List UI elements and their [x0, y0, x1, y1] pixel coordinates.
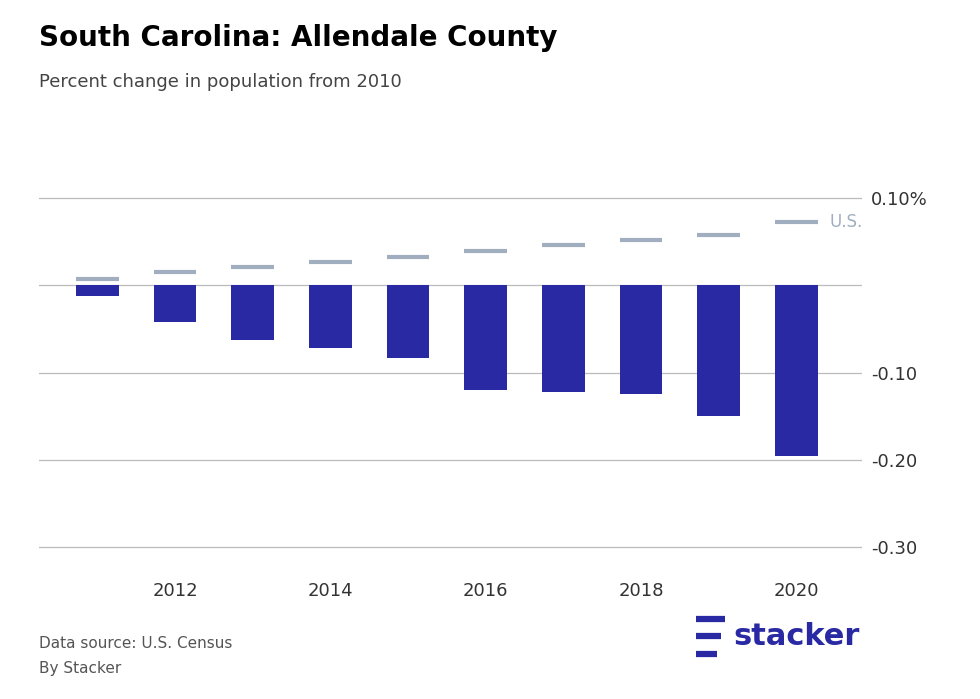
Bar — [309, 285, 352, 348]
Bar — [76, 285, 119, 296]
Bar — [465, 285, 507, 390]
Bar — [387, 285, 429, 358]
Text: U.S.: U.S. — [829, 212, 862, 231]
Text: Data source: U.S. Census: Data source: U.S. Census — [39, 636, 232, 651]
Text: By Stacker: By Stacker — [39, 661, 122, 675]
Bar — [619, 285, 662, 394]
Bar — [231, 285, 274, 340]
Text: South Carolina: Allendale County: South Carolina: Allendale County — [39, 24, 558, 52]
Bar — [542, 285, 585, 392]
Bar — [698, 285, 740, 416]
Text: Percent change in population from 2010: Percent change in population from 2010 — [39, 73, 402, 92]
Bar — [775, 285, 817, 456]
Text: stacker: stacker — [733, 621, 859, 651]
Bar — [154, 285, 196, 322]
